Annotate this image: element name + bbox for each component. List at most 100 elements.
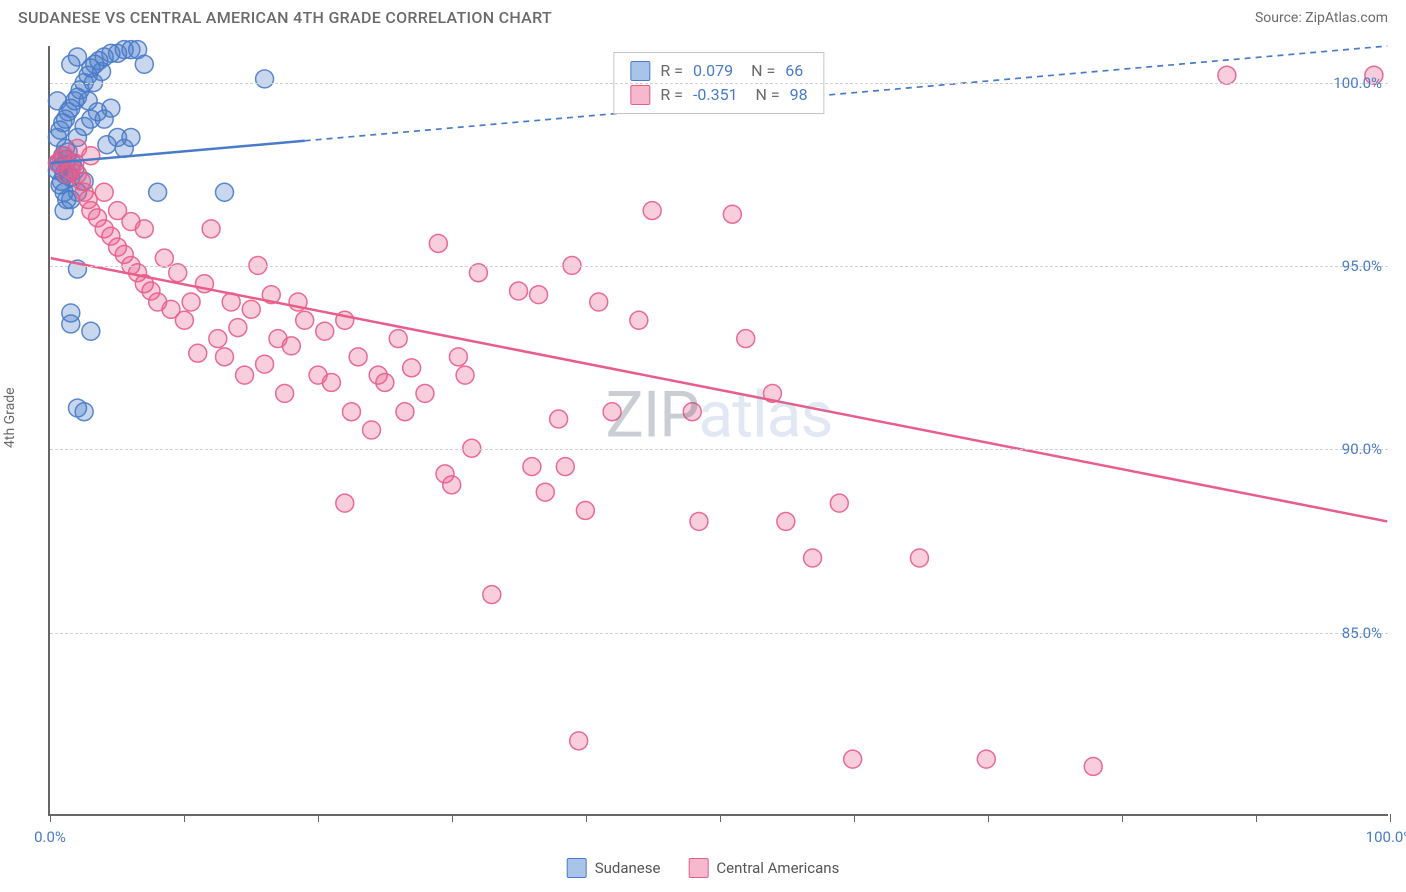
data-point <box>62 315 80 333</box>
scatter-plot-svg <box>50 46 1388 814</box>
x-tick <box>720 814 721 822</box>
data-point <box>98 136 116 154</box>
data-point <box>135 55 153 73</box>
trend-line <box>51 258 1388 521</box>
data-point <box>844 750 862 768</box>
data-point <box>570 732 588 750</box>
y-tick-label: 95.0% <box>1342 257 1390 275</box>
legend-item: Central Americans <box>688 858 839 878</box>
data-point <box>389 330 407 348</box>
y-axis-label: 4th Grade <box>2 387 18 448</box>
data-point <box>737 330 755 348</box>
data-point <box>216 183 234 201</box>
data-point <box>93 63 111 81</box>
x-tick <box>452 814 453 822</box>
data-point <box>242 300 260 318</box>
data-point <box>209 330 227 348</box>
data-point <box>229 319 247 337</box>
data-point <box>336 494 354 512</box>
data-point <box>296 311 314 329</box>
stats-n-label: N = <box>743 59 775 83</box>
x-tick <box>1256 814 1257 822</box>
data-point <box>396 403 414 421</box>
data-point <box>483 586 501 604</box>
data-point <box>276 384 294 402</box>
data-point <box>550 410 568 428</box>
x-tick <box>50 814 51 822</box>
stats-r-value: 0.079 <box>693 59 733 83</box>
data-point <box>1218 66 1236 84</box>
data-point <box>322 373 340 391</box>
stats-n-label: N = <box>748 83 780 107</box>
x-tick <box>184 814 185 822</box>
y-tick-label: 100.0% <box>1333 74 1390 92</box>
stats-swatch <box>630 85 650 105</box>
data-point <box>316 322 334 340</box>
data-point <box>416 384 434 402</box>
data-point <box>603 403 621 421</box>
chart-title: SUDANESE VS CENTRAL AMERICAN 4TH GRADE C… <box>18 8 552 27</box>
data-point <box>429 235 447 253</box>
data-point <box>102 99 120 117</box>
data-point <box>556 458 574 476</box>
data-point <box>449 348 467 366</box>
data-point <box>349 348 367 366</box>
legend-swatch <box>567 858 587 878</box>
stats-row: R = -0.351 N = 98 <box>630 83 807 107</box>
data-point <box>590 293 608 311</box>
data-point <box>149 183 167 201</box>
x-tick <box>1390 814 1391 822</box>
data-point <box>911 549 929 567</box>
data-point <box>530 286 548 304</box>
data-point <box>68 48 86 66</box>
y-tick-label: 85.0% <box>1342 624 1390 642</box>
data-point <box>683 403 701 421</box>
stats-swatch <box>630 61 650 81</box>
data-point <box>523 458 541 476</box>
x-tick <box>586 814 587 822</box>
y-tick-label: 90.0% <box>1342 440 1390 458</box>
legend-item: Sudanese <box>567 858 661 878</box>
grid-line <box>50 266 1388 267</box>
stats-r-label: R = <box>660 59 683 83</box>
data-point <box>256 355 274 373</box>
data-point <box>536 483 554 501</box>
x-tick-label: 100.0% <box>1366 828 1406 846</box>
x-tick <box>854 814 855 822</box>
stats-n-value: 98 <box>790 83 808 107</box>
chart-header: SUDANESE VS CENTRAL AMERICAN 4TH GRADE C… <box>0 0 1406 37</box>
grid-line <box>50 633 1388 634</box>
data-point <box>690 512 708 530</box>
data-point <box>804 549 822 567</box>
data-point <box>68 139 86 157</box>
data-point <box>75 403 93 421</box>
stats-r-value: -0.351 <box>693 83 738 107</box>
data-point <box>830 494 848 512</box>
data-point <box>436 465 454 483</box>
x-tick-label: 0.0% <box>34 828 66 846</box>
data-point <box>282 337 300 355</box>
data-point <box>82 322 100 340</box>
data-point <box>723 205 741 223</box>
data-point <box>182 293 200 311</box>
data-point <box>630 311 648 329</box>
data-point <box>48 92 66 110</box>
data-point <box>403 359 421 377</box>
data-point <box>342 403 360 421</box>
data-point <box>369 366 387 384</box>
data-point <box>135 220 153 238</box>
trend-line-dashed <box>305 46 1388 141</box>
data-point <box>977 750 995 768</box>
data-point <box>175 311 193 329</box>
chart-wrapper: 4th Grade ZIPatlas R = 0.079 N = 66R = -… <box>0 40 1406 892</box>
data-point <box>456 366 474 384</box>
legend-swatch <box>688 858 708 878</box>
data-point <box>95 183 113 201</box>
grid-line <box>50 83 1388 84</box>
data-point <box>1084 757 1102 775</box>
data-point <box>236 366 254 384</box>
grid-line <box>50 449 1388 450</box>
x-tick <box>988 814 989 822</box>
stats-row: R = 0.079 N = 66 <box>630 59 807 83</box>
data-point <box>256 70 274 88</box>
